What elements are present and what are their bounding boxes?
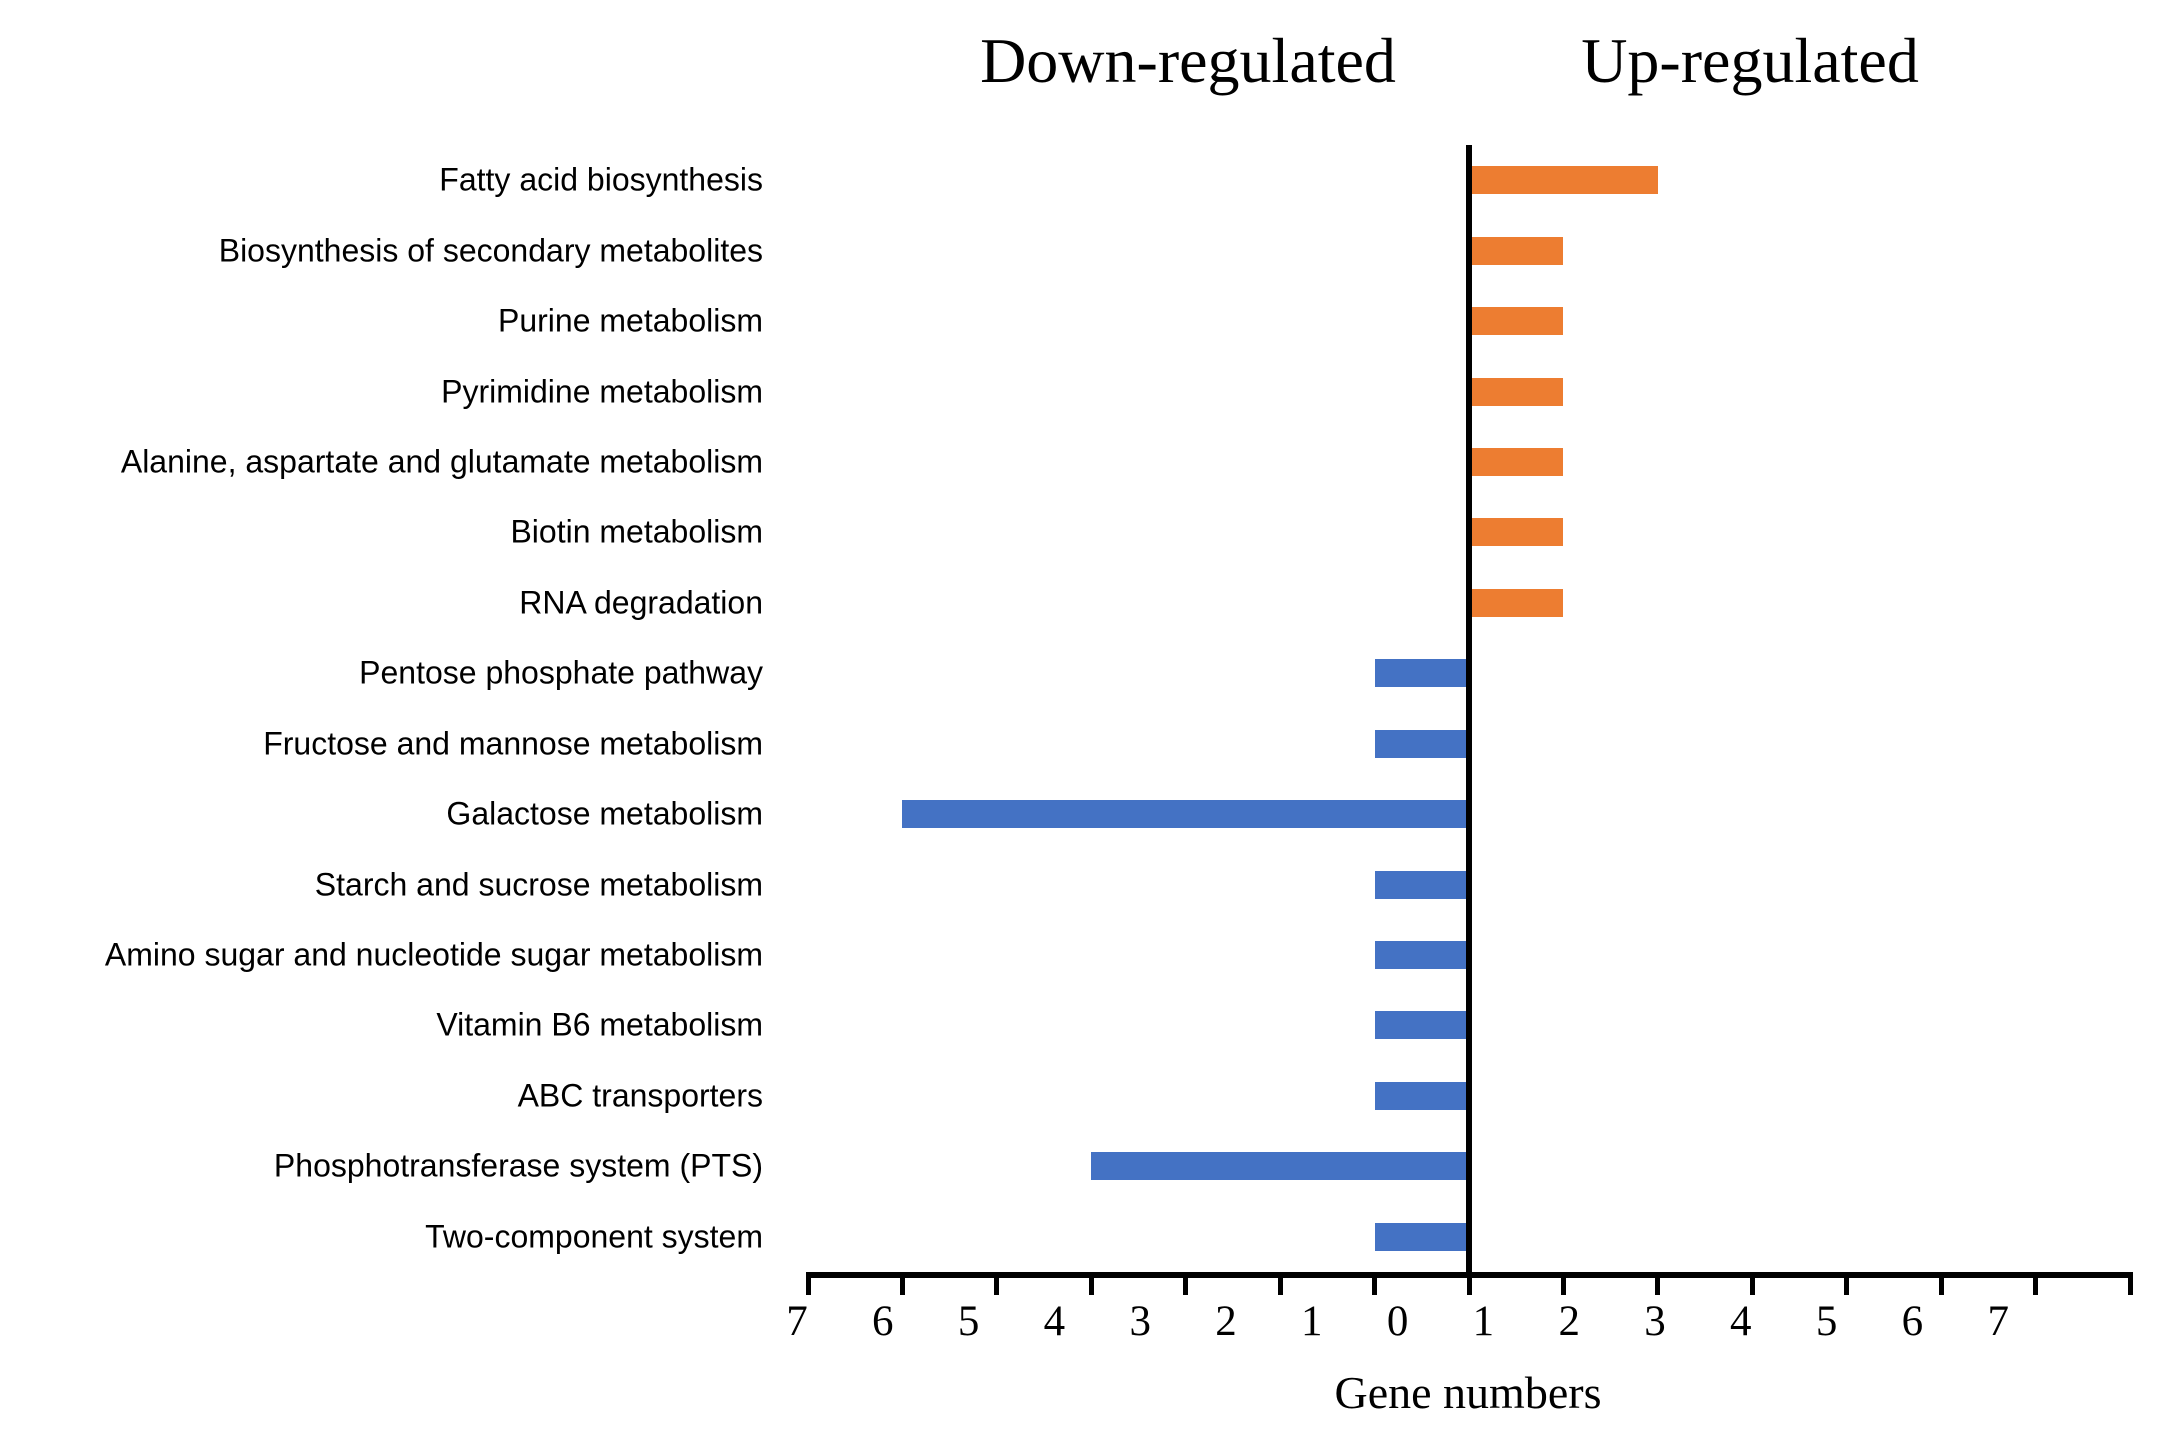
x-axis-tick [1844, 1272, 1850, 1295]
down-regulated-bar [1374, 659, 1469, 688]
up-regulated-bar [1469, 588, 1564, 617]
down-regulated-bar [1374, 1222, 1469, 1251]
zero-baseline-line [1466, 145, 1472, 1278]
x-axis-tick [1277, 1272, 1283, 1295]
category-label: Fatty acid biosynthesis [439, 161, 763, 198]
up-regulated-bar [1469, 236, 1564, 265]
category-label: Galactose metabolism [446, 795, 763, 832]
x-axis-tick-label: 3 [1129, 1298, 1151, 1345]
x-axis-tick-label: 4 [1730, 1298, 1752, 1345]
down-regulated-bar [1374, 1081, 1469, 1110]
up-regulated-bar [1469, 307, 1564, 336]
x-axis-tick-label: 1 [1472, 1298, 1495, 1345]
x-axis-tick-label: 0 [1386, 1298, 1409, 1345]
x-axis-tick [994, 1272, 1000, 1295]
x-axis-tick [1560, 1272, 1566, 1295]
category-label: Pentose phosphate pathway [359, 654, 763, 691]
x-axis-tick [2127, 1272, 2133, 1295]
x-axis-tick-label: 1 [1301, 1298, 1323, 1345]
category-label: ABC transporters [517, 1077, 763, 1114]
category-label: Biosynthesis of secondary metabolites [218, 232, 763, 269]
x-axis-tick-label: 2 [1558, 1298, 1580, 1345]
up-regulated-bar [1469, 166, 1658, 195]
category-label: Pyrimidine metabolism [441, 373, 763, 410]
category-label: Phosphotransferase system (PTS) [273, 1147, 763, 1184]
category-label: Vitamin B6 metabolism [436, 1006, 763, 1043]
down-regulated-bar [1374, 941, 1469, 970]
down-regulated-bar [1091, 1152, 1469, 1181]
x-axis-tick [899, 1272, 905, 1295]
category-label: RNA degradation [519, 584, 763, 621]
x-axis-tick [805, 1272, 811, 1295]
x-axis-tick [1372, 1272, 1378, 1295]
category-label: Alanine, aspartate and glutamate metabol… [120, 443, 763, 480]
category-label: Two-component system [425, 1218, 763, 1255]
category-label: Purine metabolism [498, 302, 763, 339]
x-axis-tick-label: 6 [872, 1298, 894, 1345]
x-axis-title: Gene numbers [1334, 1367, 1602, 1418]
down-regulated-column-title: Down-regulated [980, 25, 1396, 96]
category-label: Biotin metabolism [510, 513, 763, 550]
category-label: Amino sugar and nucleotide sugar metabol… [104, 936, 763, 973]
x-axis-tick [1183, 1272, 1189, 1295]
x-axis-tick [2033, 1272, 2039, 1295]
x-axis-tick [1749, 1272, 1755, 1295]
x-axis-tick [1938, 1272, 1944, 1295]
x-axis-tick [1466, 1272, 1472, 1295]
down-regulated-bar [1374, 870, 1469, 899]
x-axis-tick [1088, 1272, 1094, 1295]
up-regulated-column-title: Up-regulated [1581, 25, 1919, 96]
x-axis-tick-label: 4 [1043, 1298, 1066, 1345]
down-regulated-bar [1374, 1011, 1469, 1040]
x-axis-tick-label: 7 [786, 1298, 808, 1345]
down-regulated-bar [1374, 729, 1469, 758]
category-label: Fructose and mannose metabolism [263, 725, 763, 762]
x-axis-tick-label: 5 [1815, 1298, 1838, 1345]
x-axis-tick [1655, 1272, 1661, 1295]
down-regulated-bar [902, 800, 1469, 829]
up-regulated-bar [1469, 447, 1564, 476]
x-axis-tick-label: 6 [1901, 1298, 1924, 1345]
x-axis-tick-label: 7 [1987, 1298, 2009, 1345]
up-regulated-bar [1469, 377, 1564, 406]
category-label: Starch and sucrose metabolism [314, 866, 763, 903]
x-axis-tick-label: 2 [1215, 1298, 1237, 1345]
x-axis-tick-label: 5 [957, 1298, 980, 1345]
x-axis-tick-label: 3 [1644, 1298, 1666, 1345]
up-regulated-bar [1469, 518, 1564, 547]
